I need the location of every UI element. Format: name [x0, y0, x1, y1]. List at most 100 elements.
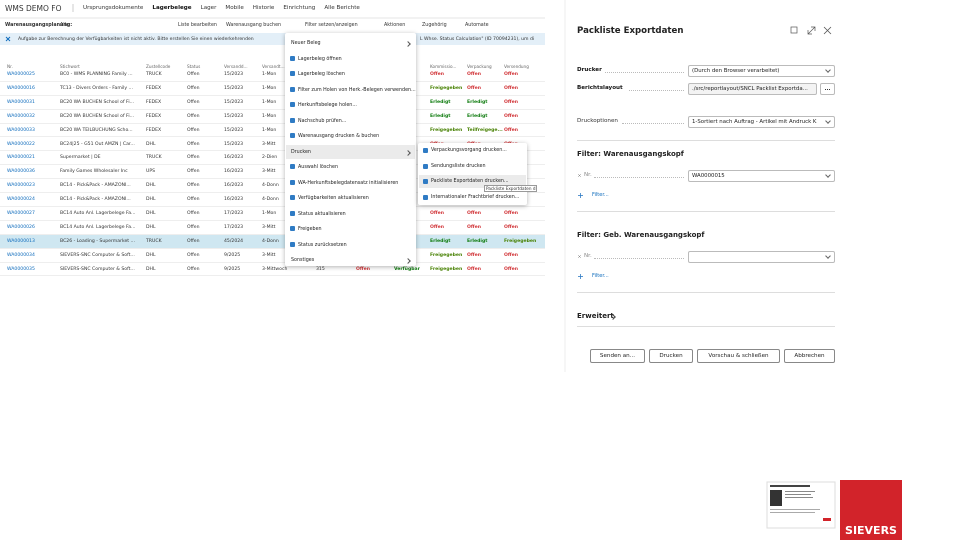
table-cell[interactable]: WA0000022: [7, 141, 35, 147]
table-cell[interactable]: WA0000031: [7, 99, 35, 105]
field-input[interactable]: 1-Sortiert nach Auftrag - Artikel mit An…: [688, 116, 835, 128]
app-title: WMS DEMO FO: [5, 4, 62, 13]
menu-item[interactable]: Status zurücksetzen: [298, 242, 347, 248]
menu-item[interactable]: Filter zum Holen von Herk.-Belegen verwe…: [298, 87, 416, 93]
pin-icon[interactable]: [790, 26, 798, 34]
table-cell: DHL: [146, 211, 156, 216]
table-cell[interactable]: WA0000034: [7, 252, 35, 258]
table-cell[interactable]: WA0000024: [7, 197, 35, 203]
menu-icon: [290, 241, 295, 247]
toolbar-action[interactable]: Automate: [465, 23, 489, 28]
nav-item[interactable]: Mobile: [225, 5, 244, 11]
nav-item[interactable]: Lager: [200, 5, 217, 11]
menu-highlight: [419, 175, 526, 188]
nav-item[interactable]: Historie: [252, 5, 275, 11]
advanced-toggle[interactable]: Erweitert: [577, 312, 614, 320]
nav-item[interactable]: Einrichtung: [283, 5, 316, 11]
table-cell: BC14 Auto Anl. Lagerbelege Fa...: [60, 224, 136, 230]
add-filter-link[interactable]: Filter...: [592, 192, 609, 198]
table-cell[interactable]: WA0000027: [7, 211, 35, 216]
table-cell[interactable]: WA0000036: [7, 169, 35, 175]
menu-item[interactable]: Verfügbarkeiten aktualisieren: [298, 196, 369, 201]
submenu-item[interactable]: Packliste Exportdaten drucken...: [431, 179, 509, 184]
field-label: Drucker: [577, 67, 602, 73]
nav-item[interactable]: Ursprungsdokumente: [83, 5, 144, 11]
table-row[interactable]: [0, 82, 545, 96]
table-cell[interactable]: WA0000025: [7, 72, 35, 77]
toolbar-action[interactable]: Aktionen: [384, 23, 406, 28]
close-icon[interactable]: [823, 26, 832, 35]
expand-icon[interactable]: [807, 26, 816, 35]
table-cell: Erledigt: [430, 113, 451, 119]
menu-item[interactable]: Status aktualisieren: [298, 211, 346, 217]
nav-item[interactable]: Alle Berichte: [324, 5, 360, 11]
menu-item[interactable]: WA-Herkunftsbelegdatensatz initialisiere…: [298, 180, 399, 186]
menu-icon: [423, 148, 428, 153]
toolbar-action[interactable]: Zugehörig: [422, 23, 447, 28]
table-row[interactable]: [0, 110, 545, 124]
close-icon[interactable]: [5, 36, 11, 42]
table-row[interactable]: [0, 221, 545, 235]
table-row[interactable]: [0, 68, 545, 82]
field-input[interactable]: [688, 251, 835, 263]
table-cell: Freigegeben: [504, 238, 537, 244]
table-row[interactable]: [0, 263, 545, 277]
table-cell: 1-Mon: [262, 85, 277, 91]
toolbar-action[interactable]: Warenausgang buchen: [226, 23, 282, 28]
nav-item[interactable]: Lagerbelege: [152, 5, 192, 11]
menu-item[interactable]: Drucken: [291, 149, 311, 155]
submenu-item[interactable]: Verpackungsvorgang drucken...: [431, 148, 507, 153]
table-cell: Erledigt: [467, 99, 488, 105]
menu-item[interactable]: Nachschub prüfen...: [298, 118, 347, 124]
table-cell[interactable]: WA0000016: [7, 85, 35, 91]
table-cell[interactable]: WA0000033: [7, 127, 35, 133]
dialog-button[interactable]: Vorschau & schließen: [697, 349, 780, 363]
table-cell: 3-Mittwoch: [262, 266, 288, 272]
table-row[interactable]: [0, 207, 545, 221]
toolbar-action[interactable]: Filter setzen/anzeigen: [305, 23, 358, 28]
table-cell[interactable]: WA0000013: [7, 238, 35, 244]
table-row[interactable]: [0, 124, 545, 138]
table-cell[interactable]: WA0000032: [7, 113, 35, 119]
add-filter-link[interactable]: Filter...: [592, 273, 609, 279]
menu-item[interactable]: Herkunftsbelege holen...: [298, 103, 357, 108]
table-row[interactable]: [0, 138, 545, 152]
dotted-leader: [622, 123, 684, 124]
dialog-button[interactable]: Senden an...: [590, 349, 645, 363]
table-cell[interactable]: WA0000023: [7, 183, 35, 189]
menu-item[interactable]: Freigeben: [298, 227, 322, 232]
table-row[interactable]: [0, 249, 545, 263]
menu-item[interactable]: Warenausgang drucken & buchen: [298, 134, 380, 139]
table-row[interactable]: [0, 179, 545, 194]
dialog-button[interactable]: Drucken: [649, 349, 693, 363]
table-cell: Erledigt: [430, 99, 451, 105]
table-cell[interactable]: WA0000026: [7, 224, 35, 230]
table-cell[interactable]: WA0000021: [7, 155, 35, 161]
dialog-button[interactable]: Abbrechen: [784, 349, 835, 363]
table-row[interactable]: [0, 193, 545, 207]
field-input[interactable]: ./src/reportlayout/SNCL Packlist Exportd…: [688, 83, 817, 95]
menu-icon: [290, 164, 295, 169]
table-cell: 17/2023: [224, 211, 244, 216]
table-cell: Offen: [187, 224, 200, 230]
table-cell: BC20 WA TEILBUCHUNG Scho...: [60, 127, 133, 133]
menu-item[interactable]: Auswahl löschen: [298, 165, 339, 170]
menu-item[interactable]: Neuer Beleg: [291, 41, 321, 46]
view-selector[interactable]: Alle: [60, 23, 69, 28]
table-cell: Offen: [504, 99, 519, 105]
menu-item[interactable]: Lagerbeleg öffnen: [298, 56, 342, 62]
menu-item[interactable]: Lagerbeleg löschen: [298, 72, 345, 77]
submenu-item[interactable]: Internationaler Frachtbrief drucken...: [431, 194, 520, 200]
table-row[interactable]: [0, 96, 545, 110]
field-input[interactable]: WA0000015: [688, 170, 835, 182]
table-row[interactable]: [0, 165, 545, 180]
dotted-leader: [594, 177, 684, 178]
table-cell: 1-Mon: [262, 127, 277, 133]
toolbar-action[interactable]: Liste bearbeiten: [178, 23, 217, 28]
submenu-item[interactable]: Sendungsliste drucken: [431, 163, 486, 169]
field-input[interactable]: (Durch den Browser verarbeitet): [688, 65, 835, 77]
table-cell[interactable]: WA0000035: [7, 266, 35, 272]
separator: [577, 140, 835, 141]
menu-item[interactable]: Sonstiges: [291, 258, 315, 263]
table-row[interactable]: [0, 151, 545, 166]
